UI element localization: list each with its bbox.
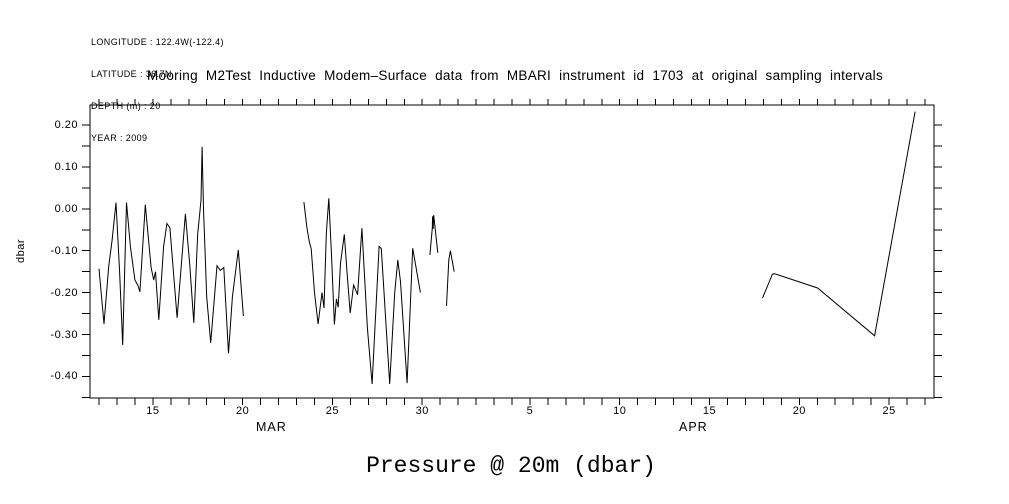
metadata-depth: DEPTH (m) : 20 (91, 100, 161, 111)
pressure-line-segment (98, 146, 244, 354)
y-tick-label: 0.10 (54, 160, 78, 173)
pressure-line-segment (446, 250, 455, 307)
x-tick-label: 5 (526, 405, 534, 417)
figure-caption: Pressure @ 20m (dbar) (366, 453, 656, 479)
month-label: APR (679, 420, 708, 434)
x-tick-label: 20 (792, 405, 806, 417)
y-tick-label: -0.40 (50, 370, 78, 383)
x-tick-label: 25 (882, 405, 896, 417)
metadata-latitude: LATITUDE : 36.7N (91, 68, 172, 79)
pressure-line-segment (762, 111, 916, 337)
x-tick-label: 25 (325, 405, 340, 417)
y-tick-label: -0.20 (50, 286, 78, 299)
y-tick-label: -0.30 (50, 328, 78, 341)
pressure-line-segment (429, 215, 439, 255)
pressure-line-segment (303, 198, 421, 385)
x-tick-label: 15 (702, 405, 717, 417)
month-label: MAR (255, 420, 287, 434)
y-tick-label: 0.00 (54, 202, 78, 215)
x-tick-label: 30 (415, 405, 429, 417)
y-tick-label: 0.20 (54, 118, 78, 131)
metadata-year: YEAR : 2009 (91, 132, 148, 143)
y-tick-label: -0.10 (50, 244, 78, 257)
x-tick-label: 15 (146, 405, 160, 417)
metadata-block: LONGITUDE : 122.4W(-122.4) LATITUDE : 36… (91, 16, 224, 154)
metadata-longitude: LONGITUDE : 122.4W(-122.4) (91, 37, 224, 48)
x-tick-label: 20 (236, 405, 250, 417)
plot-title: Mooring M2Test Inductive Modem–Surface d… (147, 68, 883, 83)
x-tick-label: 10 (613, 405, 627, 417)
